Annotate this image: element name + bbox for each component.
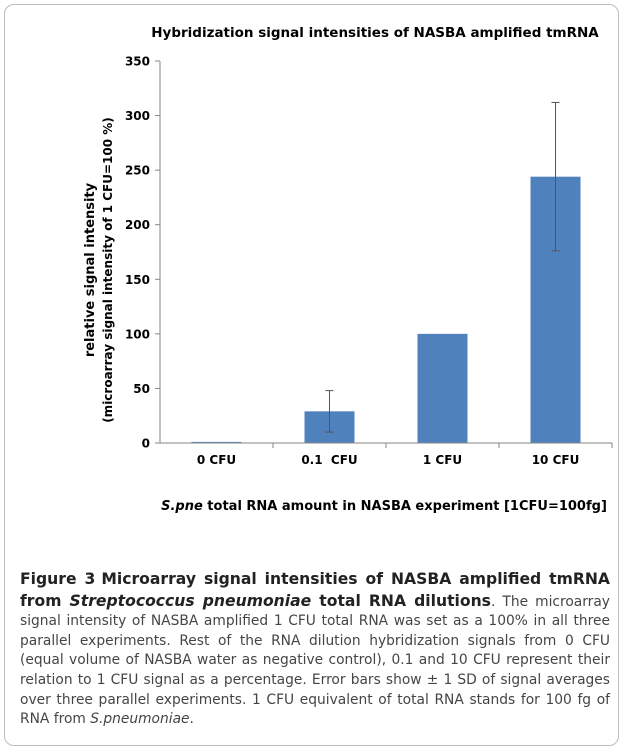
- caption-title: Microarray signal intensities of NASBA a…: [20, 570, 610, 610]
- y-tick-label: 150: [125, 273, 150, 287]
- y-tick-label: 350: [125, 55, 150, 69]
- figure-caption: Figure 3 Microarray signal intensities of…: [20, 569, 610, 730]
- caption-title-period: .: [490, 593, 496, 610]
- caption-title-end: total RNA dilutions: [311, 591, 491, 610]
- y-axis: 0 50 100 150 200 250 300 350: [125, 55, 161, 451]
- caption-figure-label: Figure 3: [20, 570, 96, 588]
- x-axis: 0 CFU 0.1 CFU 1 CFU 10 CFU: [160, 442, 613, 467]
- x-axis-label: S.pne total RNA amount in NASBA experime…: [161, 499, 607, 514]
- x-tick-label: 1 CFU: [423, 453, 462, 467]
- bars: [191, 101, 581, 444]
- caption-heading: Figure 3 Microarray signal intensities of…: [20, 570, 610, 610]
- bar: [417, 333, 468, 443]
- chart-container: Hybridization signal intensities of NASB…: [83, 25, 613, 514]
- x-tick-label: 10 CFU: [532, 453, 580, 467]
- bar-chart: Hybridization signal intensities of NASB…: [83, 25, 613, 514]
- x-tick-label: 0 CFU: [197, 453, 236, 467]
- caption-body-end: .: [189, 711, 194, 728]
- y-tick-label: 50: [133, 382, 150, 396]
- caption-body-species: S.pneumoniae: [90, 711, 190, 728]
- chart-title: Hybridization signal intensities of NASB…: [151, 25, 599, 41]
- x-tick-label: 0.1 CFU: [301, 453, 357, 467]
- y-axis-label-sub: (microarray signal intensity of 1 CFU=10…: [101, 117, 115, 423]
- caption-title-species: Streptococcus pneumoniae: [69, 591, 312, 610]
- y-tick-label: 200: [125, 218, 150, 232]
- y-tick-label: 250: [125, 164, 150, 178]
- y-tick-label: 300: [125, 109, 150, 123]
- bar: [191, 441, 242, 443]
- y-tick-label: 100: [125, 327, 150, 341]
- figure-frame: [4, 4, 619, 746]
- y-axis-label: relative signal intensity: [83, 182, 98, 357]
- y-tick-label: 0: [142, 437, 150, 451]
- caption-body: The microarray signal intensity of NASBA…: [20, 593, 610, 728]
